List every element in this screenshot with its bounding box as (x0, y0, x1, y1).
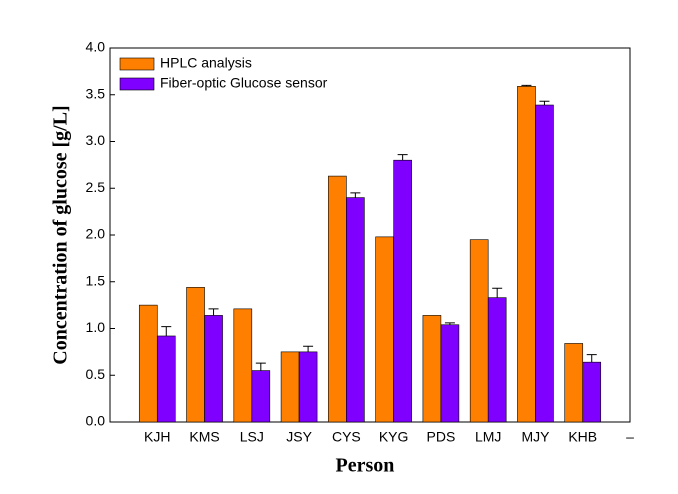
bar (440, 324, 460, 423)
x-tick-label: CYS (332, 429, 361, 445)
legend-label: HPLC analysis (160, 55, 252, 71)
error-bar (397, 154, 408, 161)
bar (582, 361, 602, 423)
bar (346, 197, 365, 423)
bar (204, 315, 223, 423)
error-bar (350, 192, 361, 198)
bar (422, 315, 442, 423)
error-bar (492, 287, 503, 298)
y-tick-label: 3.0 (86, 132, 106, 148)
bar (517, 86, 536, 423)
bar (564, 343, 584, 423)
error-bar (521, 84, 532, 87)
bar (233, 308, 253, 423)
error-bar (161, 326, 172, 336)
bar (393, 159, 412, 423)
y-tick-label: 2.0 (86, 226, 106, 242)
x-tick-label: KMS (189, 429, 219, 445)
y-axis-title: Concentration of glucose [g/L] (50, 105, 72, 364)
error-bar (208, 308, 219, 316)
bar (469, 239, 489, 423)
legend-swatch (119, 57, 155, 71)
x-tick-label: PDS (427, 429, 456, 445)
y-tick-label: 1.5 (86, 272, 106, 288)
x-tick-label: JSY (286, 429, 312, 445)
bar (298, 351, 318, 423)
bar (138, 304, 158, 423)
bar (375, 236, 394, 423)
x-tick-label: LSJ (240, 429, 264, 445)
error-bar (444, 322, 455, 325)
x-tick-label: MJY (521, 429, 550, 445)
x-tick-label: KJH (144, 429, 170, 445)
y-tick-label: 2.5 (86, 179, 106, 195)
x-tick-label: LMJ (475, 429, 501, 445)
bar (328, 175, 347, 423)
y-tick-label: 0.0 (86, 413, 106, 429)
x-tick-label: KYG (379, 429, 409, 445)
y-tick-label: 0.5 (86, 366, 106, 382)
error-bar (303, 345, 314, 352)
x-tick-label: – (626, 429, 634, 445)
y-tick-label: 1.0 (86, 319, 106, 335)
error-bar (255, 362, 266, 371)
y-tick-label: 4.0 (86, 39, 106, 55)
bar (251, 370, 271, 423)
bar (280, 351, 300, 423)
bar (156, 335, 176, 423)
x-axis-title: Person (336, 455, 395, 477)
error-bar (539, 100, 550, 106)
bar (186, 287, 205, 423)
bar (535, 104, 554, 423)
y-tick-label: 3.5 (86, 85, 106, 101)
legend-label: Fiber-optic Glucose sensor (160, 75, 328, 91)
bar (487, 297, 507, 423)
legend-swatch (119, 77, 155, 91)
x-tick-label: KHB (568, 429, 597, 445)
error-bar (586, 354, 597, 363)
